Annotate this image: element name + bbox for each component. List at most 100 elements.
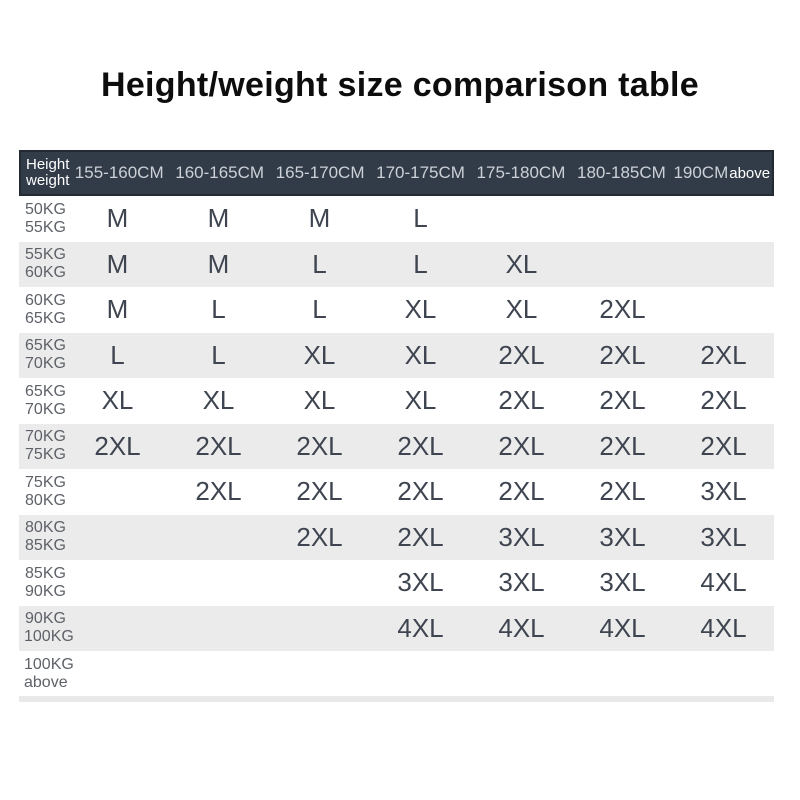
size-cell: M [106, 203, 129, 234]
size-cell: 3XL [498, 567, 545, 598]
column-header: 160-165CM [175, 163, 265, 182]
size-cell: 2XL [498, 430, 545, 461]
size-cell: XL [202, 385, 235, 416]
size-cell: 2XL [700, 339, 747, 370]
size-cell: 3XL [599, 567, 646, 598]
corner-line-weight: weight [26, 172, 70, 189]
table-row: 60KG 65KG M L L XL XL 2XL [19, 287, 774, 333]
weight-line: 65KG [25, 382, 66, 400]
weight-line: 80KG [25, 519, 66, 537]
table-header-row: Height weight 155-160CM 160-165CM 165-170C… [19, 150, 774, 196]
size-cell: XL [303, 339, 336, 370]
table-row: 65KG 70KG XL XL XL XL 2XL 2XL 2XL [19, 378, 774, 424]
weight-line: 50KG [25, 200, 66, 218]
size-cell: 2XL [700, 430, 747, 461]
table-row: 80KG 85KG 2XL 2XL 3XL 3XL 3XL [19, 514, 774, 560]
weight-line: 85KG [25, 564, 66, 582]
size-cell: L [413, 203, 428, 234]
table-row: 55KG 60KG M M L L XL [19, 241, 774, 287]
size-cell: 2XL [498, 476, 545, 507]
weight-range-label: 70KG 75KG [19, 428, 67, 464]
size-cell: L [413, 248, 428, 279]
weight-line: 85KG [25, 537, 66, 555]
size-cell: L [312, 294, 327, 325]
size-cell: M [207, 203, 230, 234]
size-cell: 3XL [700, 521, 747, 552]
weight-line: 55KG [25, 246, 66, 264]
bottom-partial-row [19, 696, 774, 702]
size-cell: L [110, 339, 125, 370]
size-cell: XL [404, 385, 437, 416]
weight-range-label: 100KG above [19, 655, 74, 692]
corner-label: Height weight [21, 157, 69, 189]
size-cell: L [312, 248, 327, 279]
size-cell: 4XL [700, 612, 747, 643]
weight-range-label: 50KG 55KG [19, 201, 67, 237]
weight-line: 75KG [25, 473, 66, 491]
size-cell: 2XL [599, 430, 646, 461]
size-cell: 2XL [94, 430, 141, 461]
page-title: Height/weight size comparison table [100, 66, 700, 104]
weight-range-label: 60KG 65KG [19, 292, 67, 328]
size-cell: M [106, 294, 129, 325]
column-header-190cm-suffix: above [729, 165, 771, 182]
size-cell: 4XL [498, 612, 545, 643]
weight-range-label: 75KG 80KG [19, 474, 67, 510]
size-cell: 2XL [296, 521, 343, 552]
weight-range-label: 90KG 100KG [19, 610, 74, 646]
column-header: 175-180CM [476, 163, 566, 182]
size-cell: 3XL [700, 476, 747, 507]
column-header: 180-185CM [576, 163, 666, 182]
weight-range-label: 55KG 60KG [19, 246, 67, 282]
table-row: 65KG 70KG L L XL XL 2XL 2XL 2XL [19, 332, 774, 378]
size-cell: 2XL [397, 521, 444, 552]
weight-line: 60KG [25, 264, 66, 282]
weight-line: 55KG [25, 218, 66, 236]
weight-line: 75KG [25, 446, 66, 464]
column-header-190cm-main: 190CM [673, 163, 729, 182]
size-cell: L [211, 294, 226, 325]
size-cell: 2XL [296, 430, 343, 461]
table-row: 50KG 55KG M M M L [19, 196, 774, 242]
weight-line: 70KG [25, 400, 66, 418]
table-row: 85KG 90KG 3XL 3XL 3XL 4XL [19, 560, 774, 606]
size-cell: 2XL [599, 385, 646, 416]
size-cell: 3XL [599, 521, 646, 552]
weight-line: 60KG [25, 291, 66, 309]
size-cell: 2XL [700, 385, 747, 416]
weight-line: 70KG [25, 355, 66, 373]
size-cell: XL [505, 294, 538, 325]
size-cell: XL [101, 385, 134, 416]
table-row: 75KG 80KG 2XL 2XL 2XL 2XL 2XL 3XL [19, 469, 774, 515]
weight-line: 90KG [25, 582, 66, 600]
size-cell: 2XL [599, 294, 646, 325]
size-cell: 2XL [498, 339, 545, 370]
weight-range-label: 85KG 90KG [19, 565, 67, 601]
corner-line-height: Height [26, 156, 70, 173]
size-cell: XL [404, 339, 437, 370]
table-row: 100KG above [19, 651, 774, 697]
weight-line: above [24, 673, 68, 691]
weight-range-label: 80KG 85KG [19, 519, 67, 555]
size-cell: 4XL [700, 567, 747, 598]
table-row: 70KG 75KG 2XL 2XL 2XL 2XL 2XL 2XL 2XL [19, 423, 774, 469]
size-cell: 4XL [397, 612, 444, 643]
weight-range-label: 65KG 70KG [19, 383, 67, 419]
column-header: 155-160CM [74, 163, 164, 182]
weight-line: 70KG [25, 428, 66, 446]
weight-line: 90KG [25, 610, 66, 628]
size-cell: 2XL [195, 430, 242, 461]
size-cell: 3XL [397, 567, 444, 598]
column-header-190cm: 190CMabove [672, 163, 772, 183]
weight-line: 100KG [24, 655, 74, 673]
size-cell: L [211, 339, 226, 370]
column-header: 170-175CM [376, 163, 465, 182]
size-cell: 2XL [498, 385, 545, 416]
table-body: 50KG 55KG M M M L 55KG 60KG M M L L XL 60KG 65KG M L L XL X… [19, 196, 774, 697]
size-cell: 2XL [599, 476, 646, 507]
size-cell: 2XL [599, 339, 646, 370]
weight-line: 65KG [25, 337, 66, 355]
table-row: 90KG 100KG 4XL 4XL 4XL 4XL [19, 605, 774, 651]
weight-line: 100KG [24, 628, 74, 646]
weight-line: 80KG [25, 491, 66, 509]
